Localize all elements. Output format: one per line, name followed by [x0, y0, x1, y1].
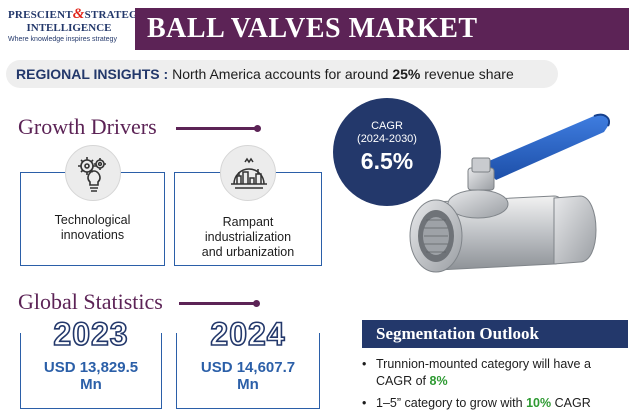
- segmentation-heading: Segmentation Outlook: [362, 320, 628, 348]
- stat-year: 2023: [53, 315, 129, 353]
- segmentation-item-text: Trunnion-mounted category will have a CA…: [376, 356, 626, 390]
- cagr-value: 6.5%: [360, 148, 414, 174]
- driver-label-line2: industrialization: [204, 230, 292, 244]
- regional-insights-percent: 25%: [392, 66, 421, 82]
- bullet: •: [362, 396, 367, 410]
- logo-line2: INTELLIGENCE: [26, 22, 112, 34]
- growth-drivers-heading: Growth Drivers: [18, 114, 157, 139]
- global-statistics-dot: [253, 300, 260, 307]
- regional-insights-label: REGIONAL INSIGHTS :: [16, 66, 169, 82]
- logo-ampersand: &: [72, 6, 85, 22]
- stat-value: USD 14,607.7: [200, 359, 296, 376]
- page-title: BALL VALVES MARKET: [135, 8, 629, 50]
- segmentation-text: Trunnion-mounted category will have a CA…: [376, 357, 591, 388]
- regional-insights-suffix: revenue share: [424, 66, 514, 82]
- logo-tagline: Where knowledge inspires strategy: [8, 36, 117, 43]
- logo-word-strategic: STRATEGIC: [84, 9, 151, 21]
- stat-unit: Mn: [80, 376, 102, 393]
- driver-label-line1: Technological: [54, 213, 131, 227]
- driver-label-line3: and urbanization: [201, 245, 295, 259]
- bullet: •: [362, 357, 367, 371]
- driver-label: Technological innovations: [21, 213, 164, 243]
- segmentation-text: 1–5” category to grow with: [376, 396, 523, 410]
- company-logo: PRESCIENT&STRATEGIC INTELLIGENCE Where k…: [8, 6, 150, 50]
- regional-insights-bar: REGIONAL INSIGHTS : North America accoun…: [6, 60, 558, 88]
- stat-unit: Mn: [237, 376, 259, 393]
- stat-value: USD 13,829.5: [43, 359, 139, 376]
- driver-label: Rampant industrialization and urbanizati…: [175, 215, 321, 260]
- segmentation-highlight: 8%: [429, 374, 448, 388]
- growth-drivers-dot: [254, 125, 261, 132]
- regional-insights-text: North America accounts for around: [172, 66, 389, 82]
- logo-line1: PRESCIENT&STRATEGIC: [8, 6, 150, 23]
- cagr-badge: CAGR (2024-2030) 6.5%: [333, 98, 441, 206]
- stat-card-2024: USD 14,607.7 Mn: [176, 333, 320, 409]
- stat-year: 2024: [210, 315, 286, 353]
- global-statistics-heading: Global Statistics: [18, 289, 163, 314]
- segmentation-highlight: 10%: [526, 396, 552, 410]
- segmentation-item-text: 1–5” category to grow with 10% CAGR: [376, 395, 626, 412]
- segmentation-item: • Trunnion-mounted category will have a …: [362, 356, 628, 390]
- industrial-city-icon: [220, 145, 276, 201]
- segmentation-text-end: CAGR: [554, 396, 591, 410]
- logo-word-prescient: PRESCIENT: [8, 9, 73, 21]
- global-statistics-underline: [179, 302, 255, 305]
- stat-card-2023: USD 13,829.5 Mn: [20, 333, 162, 409]
- growth-drivers-underline: [176, 127, 256, 130]
- driver-label-line1: Rampant: [222, 215, 274, 229]
- cagr-label: CAGR: [371, 120, 403, 132]
- gears-lightbulb-icon: [65, 145, 121, 201]
- cagr-period: (2024-2030): [357, 133, 417, 145]
- driver-label-line2: innovations: [60, 228, 125, 242]
- segmentation-item: • 1–5” category to grow with 10% CAGR: [362, 395, 628, 413]
- ball-valve-image: [404, 92, 626, 308]
- driver-card-technology: Technological innovations: [20, 172, 165, 266]
